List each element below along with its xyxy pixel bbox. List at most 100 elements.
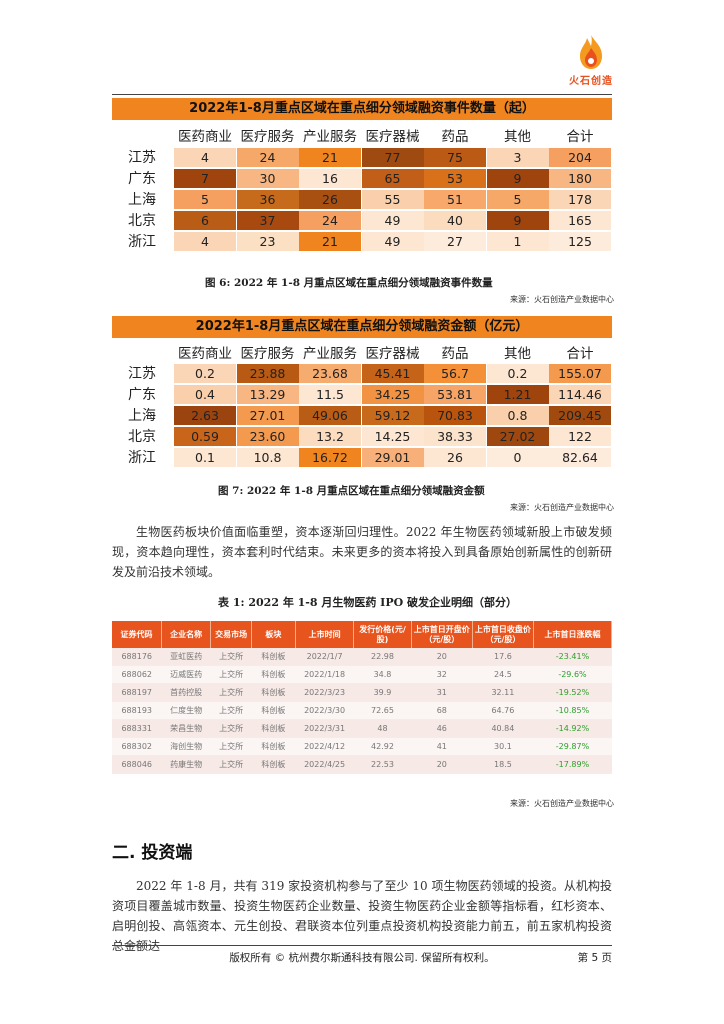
ipo-column-header: 企业名称 — [161, 621, 212, 648]
table-cell: 34.25 — [361, 385, 424, 404]
flame-icon — [580, 35, 602, 69]
table-cell: 9 — [486, 169, 549, 188]
ipo-column-header: 上市首日涨跌幅 — [533, 621, 613, 648]
table-cell: 31 — [411, 683, 473, 702]
table-cell: 16 — [299, 169, 361, 188]
table2-title: 2022年1-8月重点区域在重点细分领域融资金额（亿元） — [112, 316, 612, 338]
table-cell: 688176 — [112, 648, 162, 666]
region-label: 北京 — [128, 213, 156, 229]
table-cell: 30.1 — [472, 737, 534, 756]
table-cell: 165 — [549, 211, 611, 230]
table-cell: -29.6% — [533, 665, 612, 684]
column-header: 产业服务 — [303, 346, 357, 362]
table-cell: 38.33 — [424, 427, 486, 446]
table-cell: 6 — [174, 211, 236, 230]
table-cell: 24 — [236, 148, 299, 167]
table-1-caption: 表 1: 2022 年 1-8 月生物医药 IPO 破发企业明细（部分） — [218, 596, 518, 609]
ipo-column-header: 板块 — [251, 621, 296, 648]
table-cell: -17.89% — [533, 755, 612, 774]
table-cell: 科创板 — [251, 683, 296, 702]
table-cell: 77 — [361, 148, 424, 167]
figure6-source: 来源：火石创造产业数据中心 — [510, 295, 614, 304]
table-cell: 27 — [424, 232, 486, 251]
table-cell: 上交所 — [210, 719, 252, 738]
table-cell: 仁度生物 — [161, 701, 211, 720]
table-cell: 5 — [486, 190, 549, 209]
table-cell: 46 — [411, 719, 473, 738]
table-cell: 41 — [411, 737, 473, 756]
table-cell: -14.92% — [533, 719, 612, 738]
table-cell: 48 — [353, 719, 412, 738]
header-divider — [112, 94, 612, 95]
column-header: 医疗器械 — [365, 129, 420, 145]
ipo-column-header: 上市首日收盘价（元/股） — [472, 621, 534, 648]
table-cell: -23.41% — [533, 648, 612, 666]
column-header: 药品 — [441, 129, 469, 145]
table-row: 广东 7 30 16 65 53 9 180 — [112, 169, 612, 189]
table-cell: 0.2 — [486, 364, 549, 383]
region-label: 上海 — [128, 192, 156, 208]
table-cell: 亚虹医药 — [161, 648, 211, 666]
table-cell: 49 — [361, 232, 424, 251]
column-header: 医疗器械 — [365, 346, 420, 362]
table-cell: 22.98 — [353, 648, 412, 666]
table-cell: 55 — [361, 190, 424, 209]
table-cell: 海创生物 — [161, 737, 211, 756]
table-row: 江苏 0.2 23.88 23.68 45.41 56.7 0.2 155.07 — [112, 364, 612, 384]
table-cell: 30 — [236, 169, 299, 188]
table-cell: 40 — [424, 211, 486, 230]
table-cell: -19.52% — [533, 683, 612, 702]
table-cell: 114.46 — [549, 385, 611, 404]
column-header: 医疗服务 — [240, 346, 295, 362]
table-cell: 0.4 — [174, 385, 236, 404]
region-label: 北京 — [128, 429, 156, 445]
table-cell: 药康生物 — [161, 755, 211, 774]
ipo-table: 证券代码 企业名称 交易市场 板块 上市时间 发行价格(元/股) 上市首日开盘价（元/股）上… — [112, 621, 613, 774]
table-cell: 65 — [361, 169, 424, 188]
table-cell: 2.63 — [174, 406, 236, 425]
figure7-caption: 图 7: 2022 年 1-8 月重点区域在重点细分领域融资金额 — [218, 485, 485, 497]
table-cell: 0.8 — [486, 406, 549, 425]
table-cell: 上交所 — [210, 683, 252, 702]
table-cell: 688193 — [112, 701, 162, 720]
table-cell: 20 — [411, 755, 473, 774]
table-cell: 23.68 — [299, 364, 361, 383]
table-cell: 1 — [486, 232, 549, 251]
table-cell: 59.12 — [361, 406, 424, 425]
body-paragraph-1: 生物医药板块价值面临重塑，资本逐渐回归理性。2022 年生物医药领域新股上市破发… — [112, 525, 612, 579]
table-cell: 11.5 — [299, 385, 361, 404]
table-cell: -29.87% — [533, 737, 612, 756]
table-cell: 科创板 — [251, 755, 296, 774]
region-label: 江苏 — [128, 150, 156, 166]
table-cell: 39.9 — [353, 683, 412, 702]
table-cell: 0.59 — [174, 427, 236, 446]
table1-header: 医药商业 医疗服务 产业服务 医疗器械 药品 其他 合计 — [112, 125, 612, 145]
table-cell: 36 — [236, 190, 299, 209]
table-cell: 2022/1/7 — [295, 648, 354, 666]
table-cell: 688062 — [112, 665, 162, 684]
table-cell: 688302 — [112, 737, 162, 756]
figure6-caption: 图 6: 2022 年 1-8 月重点区域在重点细分领域融资事件数量 — [205, 277, 493, 289]
table-cell: 27.01 — [236, 406, 299, 425]
table-cell: 23.60 — [236, 427, 299, 446]
table-cell: 32 — [411, 665, 473, 684]
table-cell: 53 — [424, 169, 486, 188]
column-header: 药品 — [441, 346, 469, 362]
ipo-table-header: 证券代码 企业名称 交易市场 板块 上市时间 发行价格(元/股) 上市首日开盘价（元/股）上… — [112, 621, 613, 648]
body-paragraph-2: 2022 年 1-8 月，共有 319 家投资机构参与了至少 10 项生物医药领… — [112, 879, 612, 953]
ipo-column-header: 上市时间 — [295, 621, 355, 648]
column-header: 其他 — [504, 129, 531, 145]
region-label: 浙江 — [128, 234, 156, 250]
table-cell: 82.64 — [549, 448, 611, 467]
table-cell: 10.8 — [236, 448, 299, 467]
table-cell: 迈威医药 — [161, 665, 211, 684]
table-cell: -10.85% — [533, 701, 612, 720]
table-cell: 2022/4/12 — [295, 737, 354, 756]
region-label: 江苏 — [128, 366, 156, 382]
table-cell: 3 — [486, 148, 549, 167]
table-cell: 21 — [299, 232, 361, 251]
table-cell: 4 — [174, 148, 236, 167]
table-cell: 40.84 — [472, 719, 534, 738]
table-cell: 26 — [424, 448, 486, 467]
region-label: 浙江 — [128, 450, 156, 466]
